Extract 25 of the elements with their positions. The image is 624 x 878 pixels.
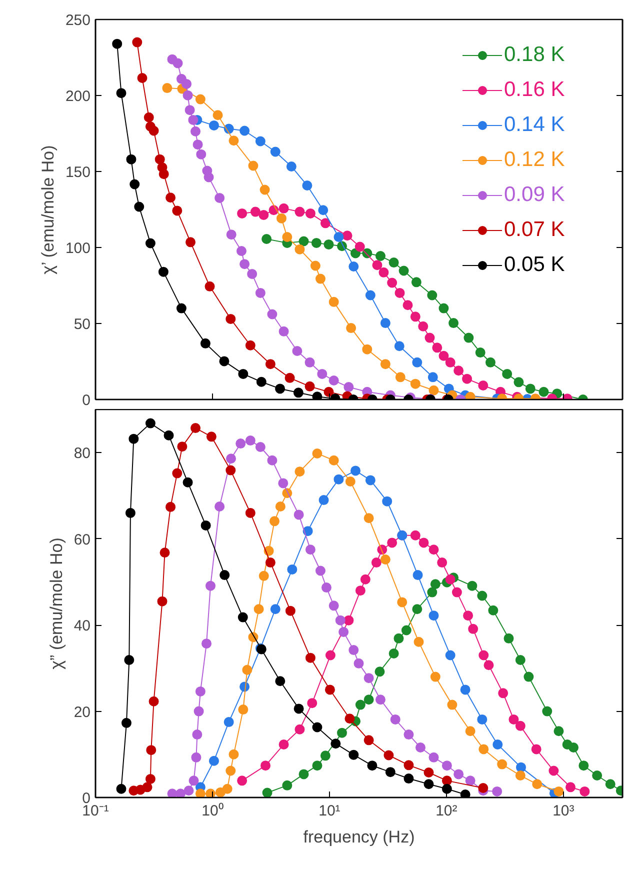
y-tick-label: 60 bbox=[74, 531, 91, 548]
legend-label: 0.09 K bbox=[504, 183, 565, 207]
y-tick-label: 20 bbox=[74, 704, 91, 721]
y-tick-label: 250 bbox=[65, 12, 91, 29]
legend-label: 0.18 K bbox=[504, 43, 565, 67]
y-tick-label: 80 bbox=[74, 445, 91, 462]
y-axis-title: χ” (emu/mole Ho) bbox=[46, 538, 66, 670]
x-tick-label: 10⁰ bbox=[202, 802, 224, 820]
legend-label: 0.07 K bbox=[504, 218, 565, 242]
y-tick-label: 150 bbox=[65, 164, 91, 181]
y-tick-label: 100 bbox=[65, 240, 91, 257]
y-tick-label: 40 bbox=[74, 618, 91, 635]
y-tick-label: 50 bbox=[74, 316, 91, 333]
x-tick-label: 10² bbox=[436, 802, 458, 820]
x-tick-label: 10³ bbox=[552, 802, 574, 820]
y-axis-title: χ’ (emu/mole Ho) bbox=[38, 145, 58, 274]
legend-label: 0.05 K bbox=[504, 253, 565, 277]
y-tick-label: 0 bbox=[82, 392, 90, 409]
x-axis-title: frequency (Hz) bbox=[303, 828, 415, 846]
x-tick-label: 10⁻¹ bbox=[82, 802, 109, 820]
legend-label: 0.16 K bbox=[504, 78, 565, 102]
x-tick-label: 10¹ bbox=[318, 802, 340, 820]
y-tick-label: 200 bbox=[65, 88, 91, 105]
legend-label: 0.14 K bbox=[504, 113, 565, 137]
legend-label: 0.12 K bbox=[504, 148, 565, 172]
